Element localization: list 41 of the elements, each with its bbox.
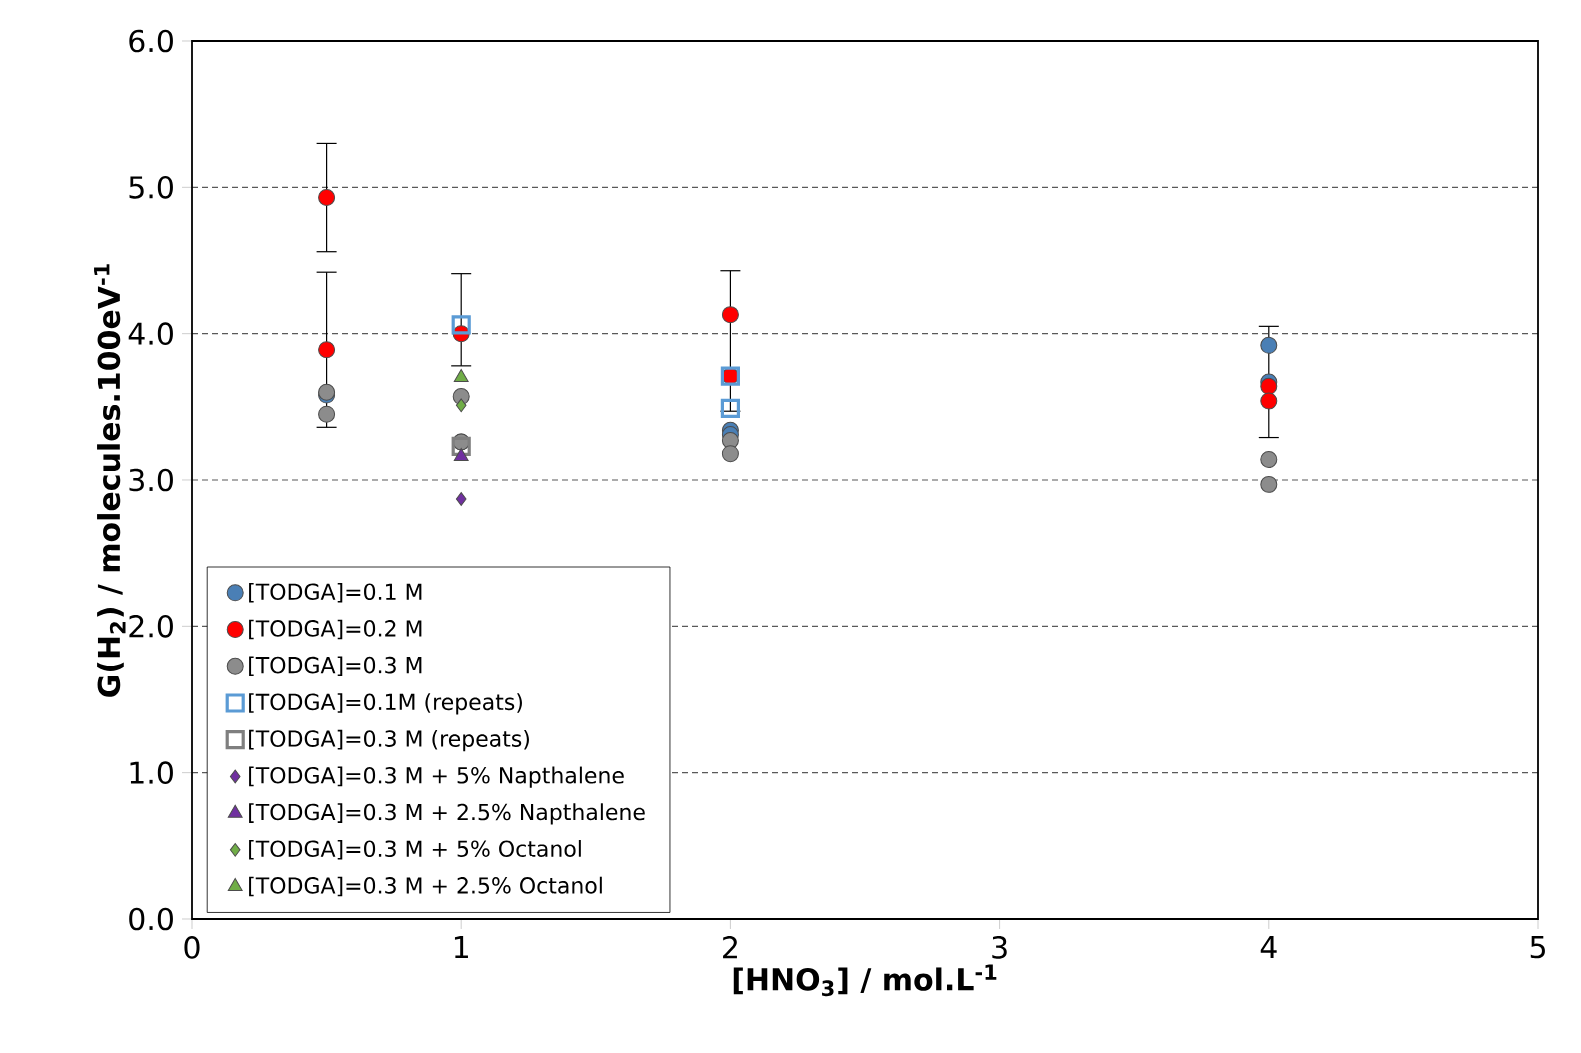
point	[1260, 475, 1278, 493]
y-axis-title: G(H$_{2}$) / molecules.100eV$^{-1}$	[94, 264, 126, 697]
legend-label: [TODGA]=0.3 M + 5% Napthalene	[249, 766, 624, 788]
point	[721, 445, 739, 463]
legend-label: [TODGA]=0.1 M	[249, 583, 422, 603]
point	[1260, 451, 1278, 468]
point	[1260, 336, 1278, 354]
x-tick-label: 0	[184, 936, 200, 959]
legend-label: [TODGA]=0.3 M + 2.5% Octanol	[249, 876, 602, 897]
y-tick-label: 2.0	[129, 614, 173, 638]
legend-label: [TODGA]=0.3 M	[249, 656, 422, 677]
x-tick-label: 4	[1260, 936, 1277, 958]
legend-label: [TODGA]=0.3 M + 5% Octanol	[249, 840, 581, 860]
y-tick-label: 6.0	[129, 29, 173, 53]
x-axis-title: [HNO$_{3}$] / mol.L$^{-1}$	[733, 964, 997, 997]
point	[453, 369, 469, 383]
y-tick-label: 0.0	[129, 907, 173, 931]
point	[318, 405, 336, 423]
point	[1260, 392, 1278, 410]
x-tick-label: 1	[454, 936, 468, 958]
point	[1260, 377, 1278, 395]
legend-label: [TODGA]=0.2 M	[249, 619, 422, 640]
legend-label: [TODGA]=0.3 M + 2.5% Napthalene	[249, 803, 645, 825]
x-tick-label: 2	[723, 936, 737, 959]
point	[318, 341, 336, 359]
point	[455, 398, 467, 413]
point	[720, 398, 740, 418]
point	[451, 436, 471, 456]
point	[455, 492, 467, 506]
x-tick-label: 3	[992, 936, 1007, 959]
point	[451, 315, 471, 335]
point	[453, 448, 469, 462]
legend-label: [TODGA]=0.3 M (repeats)	[249, 729, 529, 752]
y-tick-label: 1.0	[130, 761, 173, 785]
point	[721, 306, 739, 324]
y-tick-label: 3.0	[129, 468, 173, 492]
y-tick-label: 4.0	[128, 322, 173, 346]
legend-label: [TODGA]=0.1M (repeats)	[249, 693, 522, 715]
point	[318, 189, 336, 207]
x-tick-label: 5	[1530, 936, 1545, 959]
y-tick-label: 5.0	[129, 175, 173, 199]
